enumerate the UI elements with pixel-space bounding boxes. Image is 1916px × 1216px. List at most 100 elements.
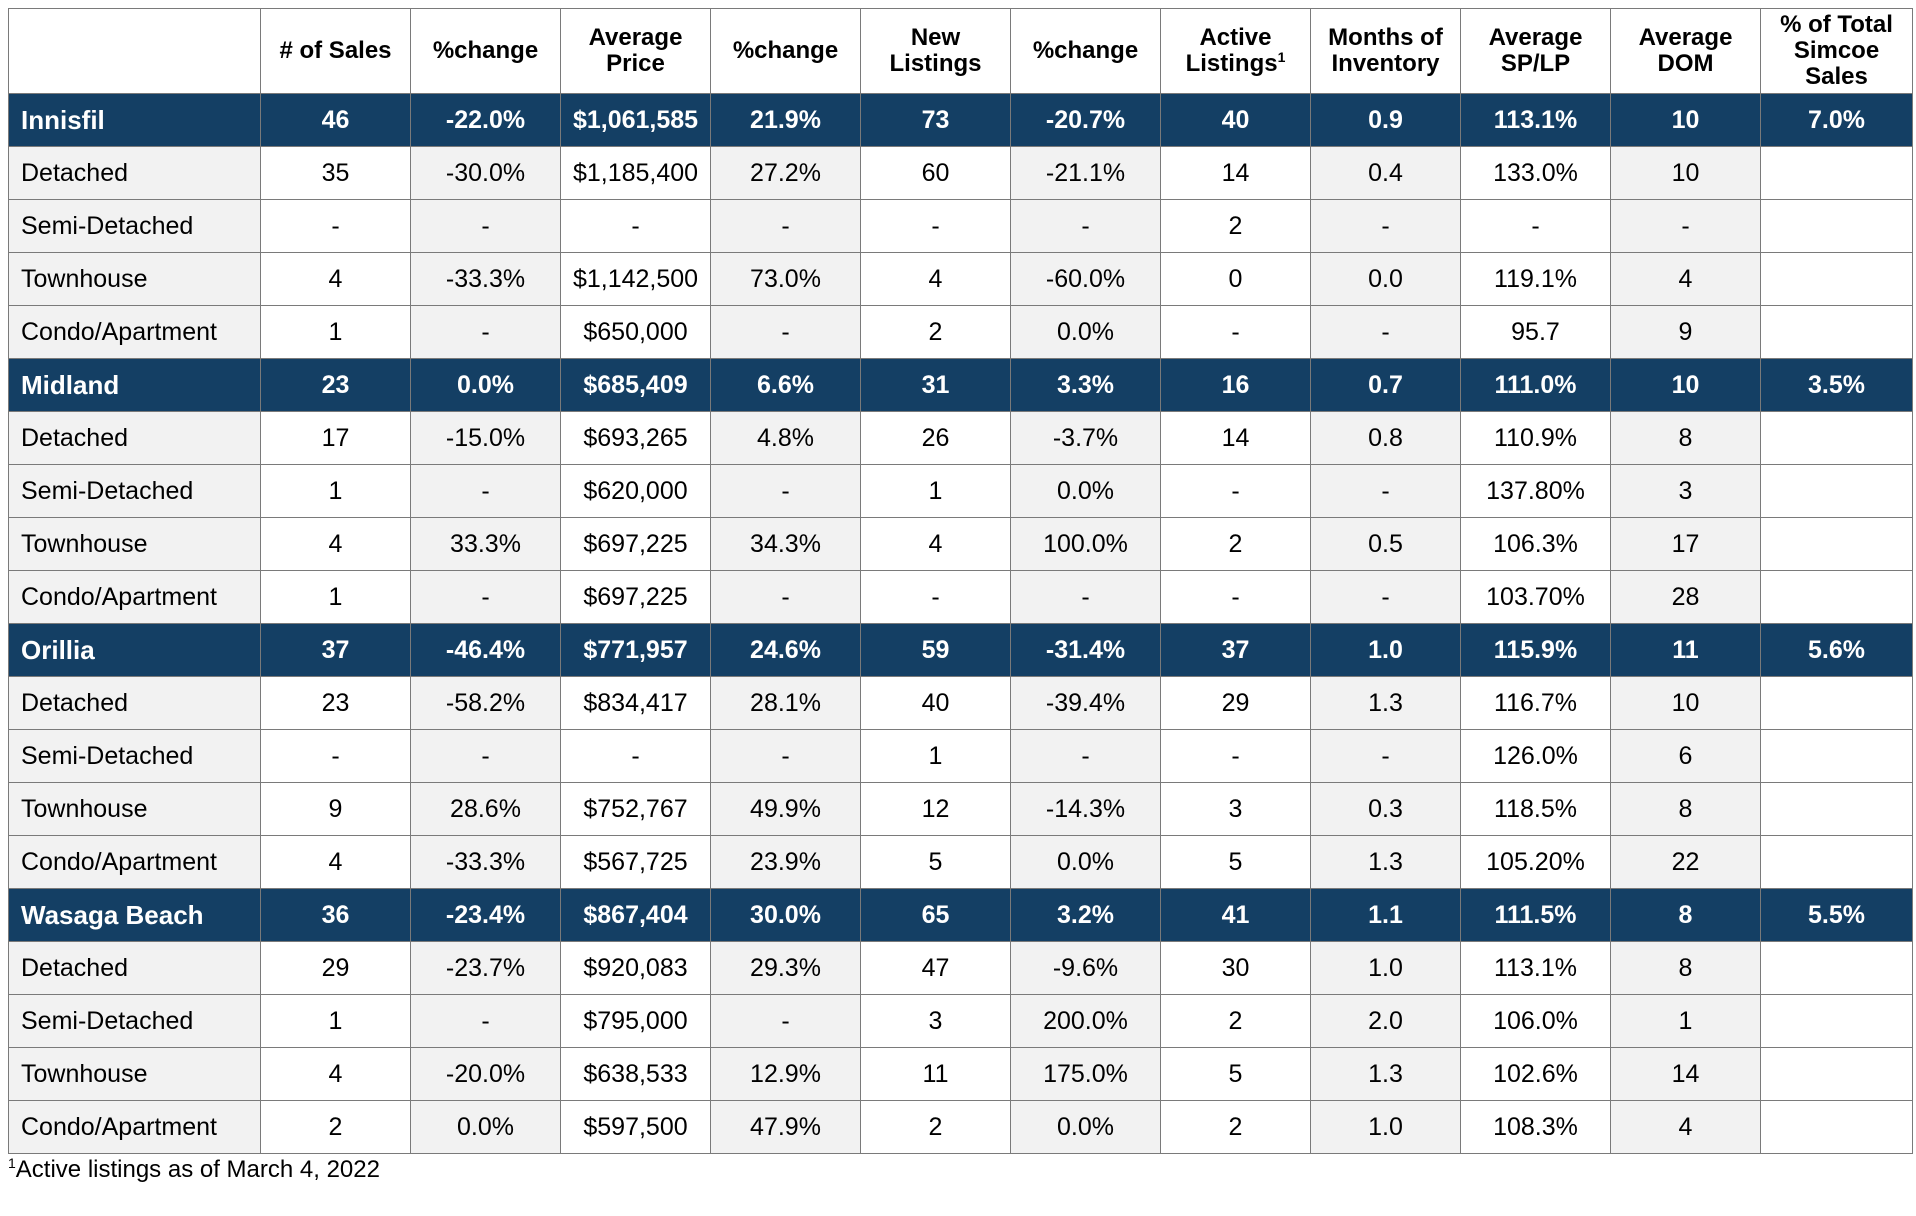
cell-average-price: $1,142,500 xyxy=(560,252,711,306)
cell-average-dom: 8 xyxy=(1610,782,1761,836)
region-cell-pct-total-simcoe: 5.5% xyxy=(1760,888,1913,942)
table-row: Condo/Apartment 4 -33.3% $567,725 23.9% 5 0.0%… xyxy=(8,835,1913,889)
cell-active-listings: 2 xyxy=(1160,1100,1311,1154)
cell-new-listings: - xyxy=(860,570,1011,624)
region-cell-average-price: $685,409 xyxy=(560,358,711,412)
cell-average-price: $697,225 xyxy=(560,517,711,571)
cell-listings-change: -60.0% xyxy=(1010,252,1161,306)
table-header-row: # of Sales %change Average Price %change… xyxy=(8,8,1913,94)
header-average-dom: Average DOM xyxy=(1610,8,1761,94)
header-active-listings-label: Active Listings xyxy=(1185,24,1278,77)
region-cell-num-sales: 46 xyxy=(260,93,411,147)
header-price-change: %change xyxy=(710,8,861,94)
table-row: Townhouse 4 -20.0% $638,533 12.9% 11 175.0% 5 1.… xyxy=(8,1047,1913,1101)
cell-months-inventory: - xyxy=(1310,464,1461,518)
table-row: Condo/Apartment 2 0.0% $597,500 47.9% 2 0.0% 2 1… xyxy=(8,1100,1913,1154)
cell-average-dom: 4 xyxy=(1610,1100,1761,1154)
region-cell-sales-change: -46.4% xyxy=(410,623,561,677)
table-row: Townhouse 4 33.3% $697,225 34.3% 4 100.0% 2 0.5 1… xyxy=(8,517,1913,571)
cell-price-change: - xyxy=(710,994,861,1048)
cell-category: Townhouse xyxy=(8,517,261,571)
cell-average-dom: 6 xyxy=(1610,729,1761,783)
cell-category: Semi-Detached xyxy=(8,464,261,518)
cell-active-listings: 2 xyxy=(1160,517,1311,571)
header-months-inventory: Months of Inventory xyxy=(1310,8,1461,94)
region-cell-active-listings: 16 xyxy=(1160,358,1311,412)
cell-listings-change: 100.0% xyxy=(1010,517,1161,571)
cell-price-change: 34.3% xyxy=(710,517,861,571)
cell-listings-change: 175.0% xyxy=(1010,1047,1161,1101)
cell-pct-total-simcoe xyxy=(1760,411,1913,465)
cell-listings-change: -39.4% xyxy=(1010,676,1161,730)
cell-new-listings: 26 xyxy=(860,411,1011,465)
cell-active-listings: 5 xyxy=(1160,835,1311,889)
cell-average-dom: 10 xyxy=(1610,146,1761,200)
cell-price-change: 12.9% xyxy=(710,1047,861,1101)
cell-new-listings: 11 xyxy=(860,1047,1011,1101)
cell-average-price: $920,083 xyxy=(560,941,711,995)
cell-average-splp: 108.3% xyxy=(1460,1100,1611,1154)
cell-active-listings: - xyxy=(1160,570,1311,624)
table-row: Detached 35 -30.0% $1,185,400 27.2% 60 -21.1% 1… xyxy=(8,146,1913,200)
cell-average-price: $834,417 xyxy=(560,676,711,730)
region-cell-price-change: 21.9% xyxy=(710,93,861,147)
footnote-mark: 1 xyxy=(8,1155,16,1171)
cell-active-listings: 29 xyxy=(1160,676,1311,730)
cell-months-inventory: 0.8 xyxy=(1310,411,1461,465)
header-active-listings: Active Listings1 xyxy=(1160,8,1311,94)
region-cell-num-sales: 23 xyxy=(260,358,411,412)
cell-new-listings: 1 xyxy=(860,464,1011,518)
header-listings-change: %change xyxy=(1010,8,1161,94)
cell-new-listings: 4 xyxy=(860,252,1011,306)
region-cell-category: Wasaga Beach xyxy=(8,888,261,942)
cell-listings-change: 200.0% xyxy=(1010,994,1161,1048)
region-cell-new-listings: 73 xyxy=(860,93,1011,147)
cell-average-price: $620,000 xyxy=(560,464,711,518)
cell-average-dom: 14 xyxy=(1610,1047,1761,1101)
region-cell-num-sales: 37 xyxy=(260,623,411,677)
region-cell-average-splp: 113.1% xyxy=(1460,93,1611,147)
cell-months-inventory: 0.4 xyxy=(1310,146,1461,200)
cell-active-listings: 14 xyxy=(1160,411,1311,465)
region-cell-price-change: 30.0% xyxy=(710,888,861,942)
cell-average-price: $752,767 xyxy=(560,782,711,836)
table-row: Semi-Detached 1- $795,000-3 200.0% 2 2.0 106.0… xyxy=(8,994,1913,1048)
cell-months-inventory: 1.0 xyxy=(1310,1100,1461,1154)
cell-price-change: - xyxy=(710,729,861,783)
footnote: 1Active listings as of March 4, 2022 xyxy=(8,1156,1912,1184)
cell-new-listings: 2 xyxy=(860,305,1011,359)
region-cell-average-splp: 111.5% xyxy=(1460,888,1611,942)
cell-new-listings: 1 xyxy=(860,729,1011,783)
cell-pct-total-simcoe xyxy=(1760,1047,1913,1101)
region-cell-months-inventory: 1.0 xyxy=(1310,623,1461,677)
region-cell-months-inventory: 1.1 xyxy=(1310,888,1461,942)
region-cell-average-dom: 10 xyxy=(1610,93,1761,147)
cell-active-listings: 0 xyxy=(1160,252,1311,306)
cell-months-inventory: 0.5 xyxy=(1310,517,1461,571)
cell-months-inventory: - xyxy=(1310,729,1461,783)
cell-listings-change: -9.6% xyxy=(1010,941,1161,995)
region-cell-price-change: 6.6% xyxy=(710,358,861,412)
cell-active-listings: - xyxy=(1160,305,1311,359)
cell-pct-total-simcoe xyxy=(1760,199,1913,253)
cell-average-price: - xyxy=(560,729,711,783)
region-cell-active-listings: 37 xyxy=(1160,623,1311,677)
region-cell-num-sales: 36 xyxy=(260,888,411,942)
region-row: Wasaga Beach 36 -23.4% $867,404 30.0% 65 3.2% 4… xyxy=(8,888,1913,942)
cell-price-change: - xyxy=(710,305,861,359)
cell-num-sales: 29 xyxy=(260,941,411,995)
region-row: Orillia 37 -46.4% $771,957 24.6% 59 -31.4% 37 1.… xyxy=(8,623,1913,677)
header-sales-change: %change xyxy=(410,8,561,94)
region-cell-category: Orillia xyxy=(8,623,261,677)
cell-months-inventory: 1.3 xyxy=(1310,1047,1461,1101)
cell-average-splp: 126.0% xyxy=(1460,729,1611,783)
cell-months-inventory: - xyxy=(1310,570,1461,624)
cell-pct-total-simcoe xyxy=(1760,146,1913,200)
region-cell-sales-change: -23.4% xyxy=(410,888,561,942)
cell-price-change: 49.9% xyxy=(710,782,861,836)
cell-price-change: 28.1% xyxy=(710,676,861,730)
statistics-table-container: # of Sales %change Average Price %change… xyxy=(8,8,1913,1184)
cell-months-inventory: 1.3 xyxy=(1310,835,1461,889)
table-row: Condo/Apartment 1- $650,000-2 0.0% - -95.7 9 xyxy=(8,305,1913,359)
region-row: Midland 23 0.0% $685,409 6.6% 31 3.3% 16 0.7 111.… xyxy=(8,358,1913,412)
